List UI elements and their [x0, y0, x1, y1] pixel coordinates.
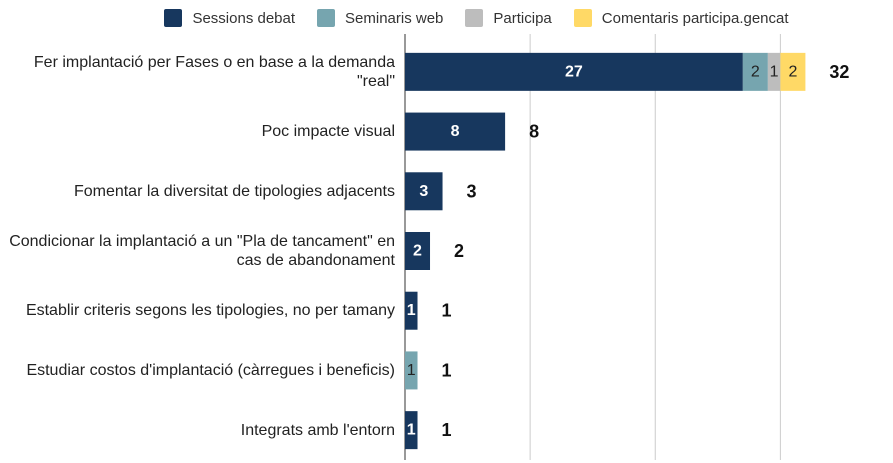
total-label: 1: [442, 420, 452, 440]
y-tick-label-text: Fer implantació per Fases o en base a la…: [33, 53, 395, 90]
data-label: 1: [770, 63, 779, 80]
data-label: 27: [565, 63, 583, 80]
total-label: 1: [442, 360, 452, 380]
legend-swatch: [164, 9, 183, 27]
y-tick-label-text: Integrats amb l'entorn: [240, 421, 395, 439]
data-label: 2: [751, 63, 760, 80]
legend-item: Participa: [465, 9, 552, 27]
data-label: 2: [413, 243, 422, 260]
y-tick-label-text: Condicionar la implantació a un "Pla de …: [9, 232, 395, 269]
total-label: 2: [454, 241, 464, 261]
legend-item: Sessions debat: [164, 9, 295, 27]
total-label: 1: [442, 301, 452, 321]
bar-segment: [742, 52, 768, 91]
bar-segment: [780, 52, 806, 91]
y-tick-label-text: Estudiar costos d'implantació (càrregues…: [26, 361, 395, 379]
total-label: 8: [529, 122, 539, 142]
total-label: 3: [467, 181, 477, 201]
bar-segment: [405, 172, 443, 211]
bar-segment: [405, 291, 418, 330]
bar-segment: [405, 232, 431, 270]
legend: Sessions debat Seminaris web Participa Come…: [0, 9, 893, 27]
legend-label: Participa: [493, 9, 552, 27]
legend-swatch: [317, 9, 336, 27]
bar-segment: [767, 52, 781, 91]
data-label: 8: [451, 123, 460, 140]
data-label: 3: [419, 183, 428, 200]
legend-swatch: [573, 9, 592, 27]
y-tick-label: Integrats amb l'entorn: [0, 400, 395, 460]
legend-item: Comentaris participa.gencat: [573, 9, 789, 27]
data-label: 1: [407, 302, 416, 319]
bar-segment: [405, 351, 418, 390]
y-tick-label: Fomentar la diversitat de tipologies adj…: [0, 161, 395, 221]
y-tick-label: Condicionar la implantació a un "Pla de …: [0, 221, 395, 281]
total-label: 32: [829, 62, 849, 82]
y-tick-label-text: Poc impacte visual: [261, 123, 395, 141]
legend-label: Seminaris web: [345, 9, 444, 27]
data-label: 1: [407, 362, 416, 379]
legend-swatch: [465, 9, 484, 27]
bar-segment: [405, 52, 743, 91]
legend-label: Sessions debat: [192, 9, 296, 27]
y-tick-label: Establir criteris segons les tipologies,…: [0, 281, 395, 341]
data-label: 1: [407, 422, 416, 439]
bar-segment: [405, 112, 506, 151]
y-tick-label: Poc impacte visual: [0, 102, 395, 162]
bar-segment: [405, 411, 418, 450]
legend-item: Seminaris web: [317, 9, 443, 27]
y-tick-label-text: Establir criteris segons les tipologies,…: [25, 302, 395, 320]
data-label: 2: [788, 63, 797, 80]
legend-label: Comentaris participa.gencat: [601, 9, 789, 27]
y-tick-label: Estudiar costos d'implantació (càrregues…: [0, 341, 395, 401]
y-tick-label: Fer implantació per Fases o en base a la…: [0, 42, 395, 102]
y-tick-label-text: Fomentar la diversitat de tipologies adj…: [73, 182, 395, 200]
